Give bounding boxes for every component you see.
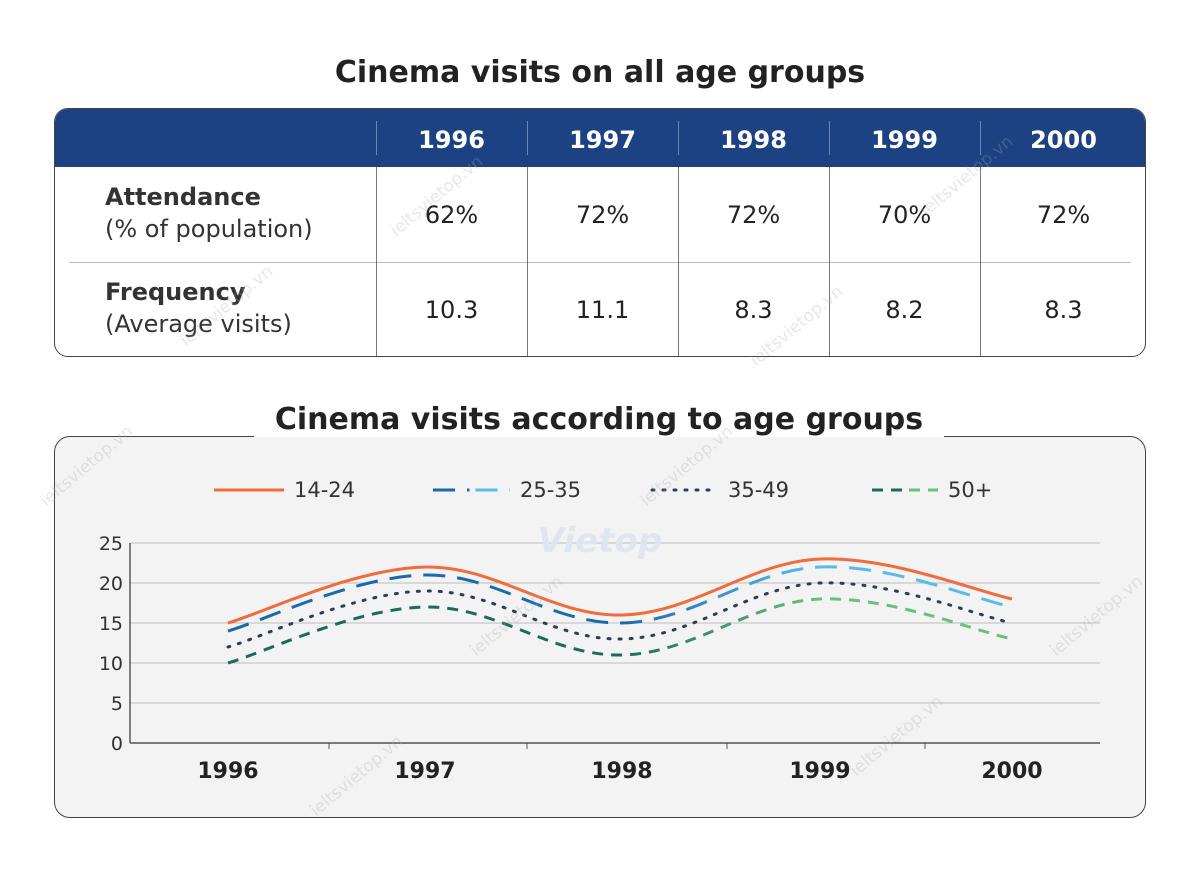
table-cell: 8.2 <box>885 296 924 324</box>
row-label-sub: (Average visits) <box>105 310 292 338</box>
table-header-year: 1996 <box>418 126 485 154</box>
x-tick-label: 1996 <box>197 759 258 784</box>
y-tick-label: 5 <box>111 693 123 715</box>
table-cell: 72% <box>726 201 781 229</box>
table-header-year: 1998 <box>720 126 787 154</box>
column-separator <box>829 167 830 356</box>
table-cell: 70% <box>877 201 932 229</box>
watermark-text: ieltsvietop.vn <box>176 262 277 351</box>
table-header-year: 1997 <box>569 126 636 154</box>
chart-title: Cinema visits according to age groups <box>254 402 944 437</box>
row-label-main: Frequency <box>105 278 246 306</box>
row-label-sub: (% of population) <box>105 215 313 243</box>
header-separator <box>376 121 377 155</box>
x-tick-label: 1999 <box>789 759 850 784</box>
y-tick-label: 10 <box>99 653 123 675</box>
header-separator <box>980 121 981 155</box>
table-row-label: Attendance (% of population) <box>105 181 313 245</box>
watermark-text: ieltsvietop.vn <box>636 422 737 511</box>
table-cell: 10.3 <box>424 296 479 324</box>
table-cell: 72% <box>1036 201 1091 229</box>
column-separator <box>527 167 528 356</box>
column-separator <box>980 167 981 356</box>
legend-label: 14-24 <box>294 478 355 502</box>
header-separator <box>527 121 528 155</box>
row-label-main: Attendance <box>105 183 261 211</box>
legend-label: 25-35 <box>520 478 581 502</box>
row-divider <box>69 262 1131 263</box>
attendance-table: 1996 1997 1998 1999 2000 Attendance (% of popu… <box>54 108 1146 357</box>
header-separator <box>829 121 830 155</box>
watermark-text: ieltsvietop.vn <box>846 692 947 781</box>
series-line-35-49 <box>226 581 1014 649</box>
table-row-label: Frequency (Average visits) <box>105 276 292 340</box>
table-header <box>55 109 1145 167</box>
table-cell: 8.3 <box>1044 296 1083 324</box>
series-line-25-35 <box>227 565 1013 633</box>
watermark-text: ieltsvietop.vn <box>746 282 847 371</box>
table-cell: 8.3 <box>734 296 773 324</box>
column-separator <box>678 167 679 356</box>
table-cell: 62% <box>424 201 479 229</box>
watermark-text: ieltsvietop.vn <box>386 152 487 241</box>
watermark-text: ieltsvietop.vn <box>306 732 407 821</box>
table-header-year: 2000 <box>1030 126 1097 154</box>
legend-label: 50+ <box>948 478 992 502</box>
watermark-text: ieltsvietop.vn <box>916 132 1017 221</box>
y-tick-label: 20 <box>99 573 123 595</box>
watermark-text: ieltsvietop.vn <box>36 422 137 511</box>
x-tick-label: 1997 <box>394 759 455 784</box>
legend-label: 35-49 <box>728 478 789 502</box>
y-tick-label: 25 <box>99 533 123 555</box>
y-tick-label: 0 <box>111 733 123 755</box>
watermark-text: ieltsvietop.vn <box>466 572 567 661</box>
table-header-year: 1999 <box>871 126 938 154</box>
column-separator <box>376 167 377 356</box>
table-cell: 11.1 <box>575 296 630 324</box>
y-tick-label: 15 <box>99 613 123 635</box>
x-tick-label: 1998 <box>591 759 652 784</box>
series-line-14-24 <box>227 557 1013 625</box>
header-separator <box>678 121 679 155</box>
table-cell: 72% <box>575 201 630 229</box>
x-tick-label: 2000 <box>981 759 1042 784</box>
table-title: Cinema visits on all age groups <box>334 55 866 90</box>
series-line-50plus <box>227 597 1013 665</box>
vietop-logo-watermark: Vietop <box>538 521 662 561</box>
watermark-text: ieltsvietop.vn <box>1046 572 1147 661</box>
